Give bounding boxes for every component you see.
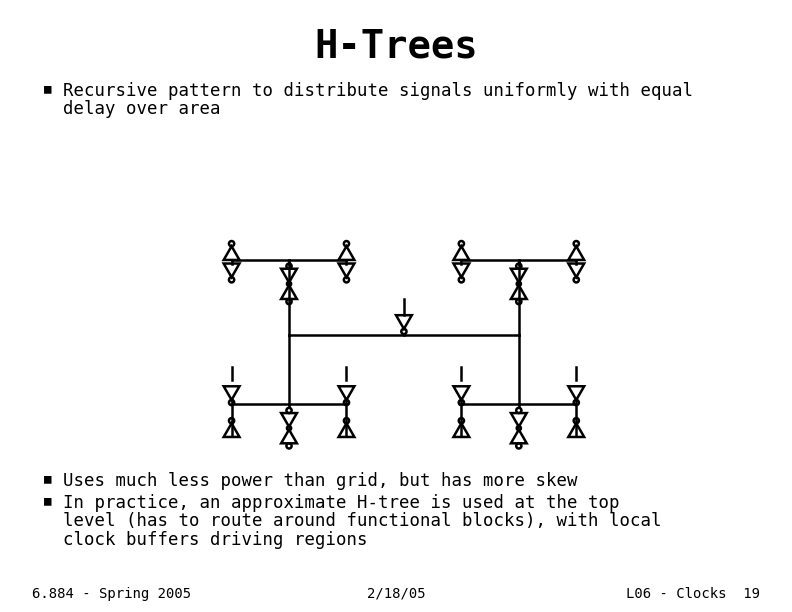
Text: Uses much less power than grid, but has more skew: Uses much less power than grid, but has … bbox=[63, 472, 578, 490]
Text: 6.884 - Spring 2005: 6.884 - Spring 2005 bbox=[32, 587, 191, 601]
Text: clock buffers driving regions: clock buffers driving regions bbox=[63, 531, 367, 548]
Text: In practice, an approximate H-tree is used at the top: In practice, an approximate H-tree is us… bbox=[63, 494, 620, 512]
Text: delay over area: delay over area bbox=[63, 100, 221, 118]
Text: ■: ■ bbox=[44, 494, 51, 507]
Text: level (has to route around functional blocks), with local: level (has to route around functional bl… bbox=[63, 512, 662, 530]
Text: 2/18/05: 2/18/05 bbox=[367, 587, 425, 601]
Text: H-Trees: H-Trees bbox=[314, 28, 478, 65]
Text: ■: ■ bbox=[44, 472, 51, 485]
Text: Recursive pattern to distribute signals uniformly with equal: Recursive pattern to distribute signals … bbox=[63, 82, 693, 100]
Text: ■: ■ bbox=[44, 83, 51, 95]
Text: L06 - Clocks  19: L06 - Clocks 19 bbox=[626, 587, 760, 601]
